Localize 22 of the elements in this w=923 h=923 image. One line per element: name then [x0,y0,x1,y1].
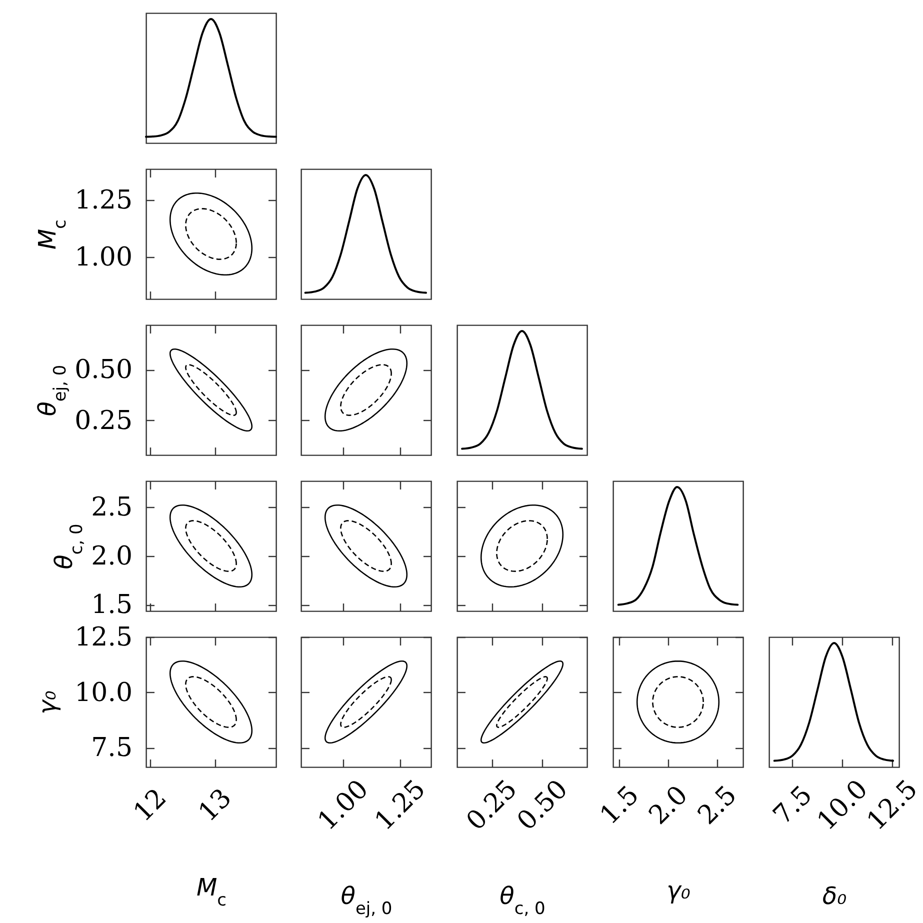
x-axis-title: γ₀ [666,876,691,904]
x-tick-label: 1.5 [594,780,646,830]
y-tick-label: 1.5 [90,590,132,620]
y-tick-label: 7.5 [90,732,132,763]
y-axis-title: γ₀ [33,690,62,714]
x-tick-label: 12 [128,782,172,828]
x-tick-label: 2.0 [643,780,694,830]
x-axis-title: θ$_{ej, 0}$ [341,882,393,919]
y-tick-label: 10.0 [74,677,132,708]
x-tick-label: 13 [192,782,238,828]
y-tick-label: 2.5 [90,492,132,522]
y-tick-label: 1.00 [74,242,132,272]
x-tick-label: 2.5 [692,780,743,830]
y-tick-label: 12.5 [74,622,132,652]
y-tick-label: 0.25 [74,406,132,436]
y-tick-label: 1.25 [74,185,132,216]
x-axis-title: δ₀ [822,882,847,910]
y-tick-label: 2.0 [90,540,132,571]
y-tick-label: 0.50 [74,354,132,385]
x-tick-label: 7.5 [767,780,818,830]
x-axis-title: θ$_{c, 0}$ [500,882,546,919]
x-axis-title: M$_{c}$ [196,873,226,910]
